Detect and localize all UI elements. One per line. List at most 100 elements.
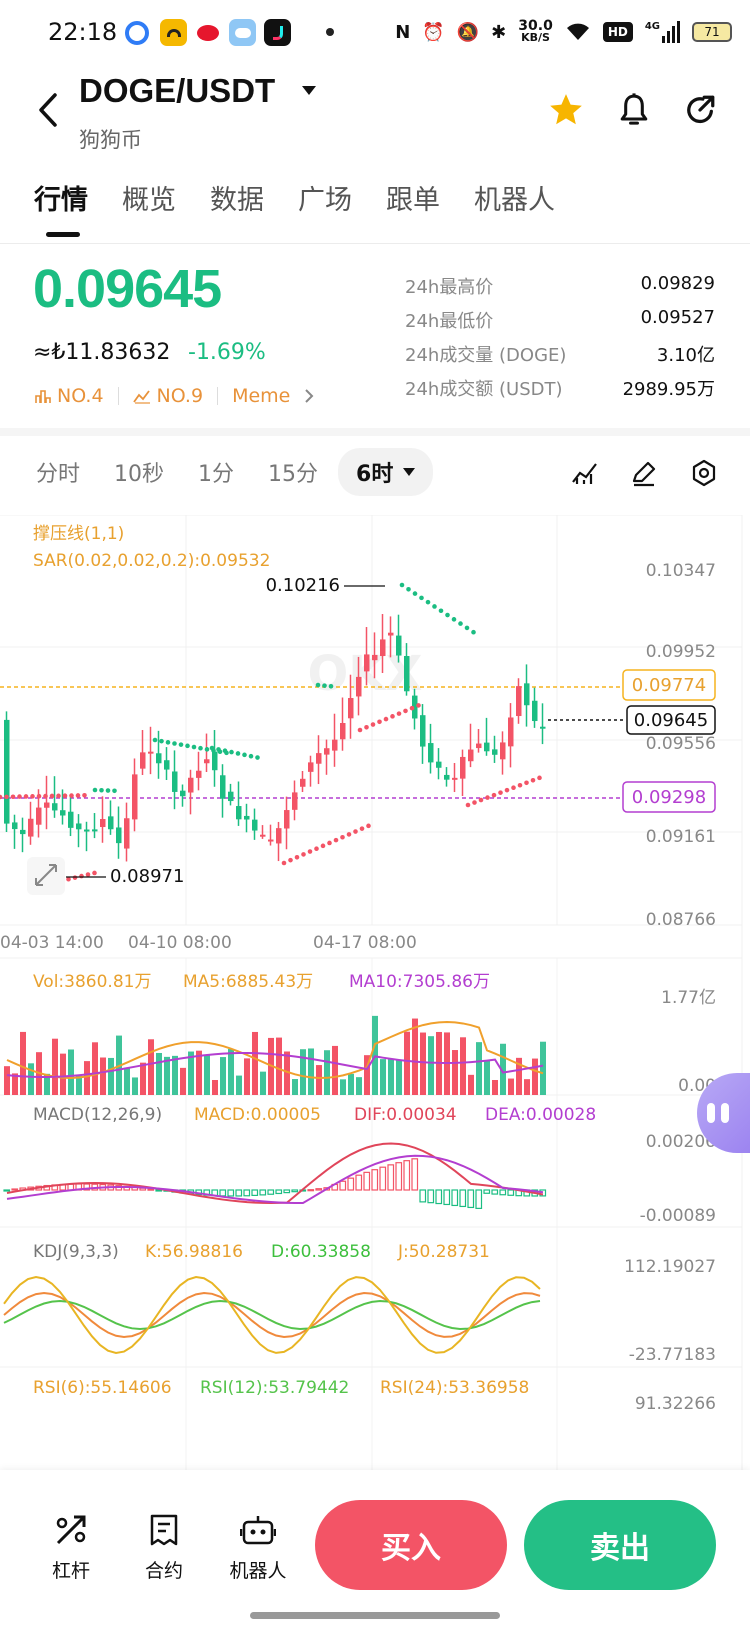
candle-body: [132, 774, 138, 820]
meme-tag-link[interactable]: Meme: [232, 385, 314, 407]
sar-dot: [216, 747, 221, 752]
timeframe-15m[interactable]: 15分: [268, 462, 319, 487]
candle-body: [300, 778, 306, 787]
sar-dot: [198, 745, 203, 751]
low-price-label: 0.08971: [110, 866, 184, 887]
tab-data[interactable]: 数据: [210, 185, 264, 216]
tab-overview[interactable]: 概览: [122, 185, 176, 216]
sar-dot: [320, 843, 326, 849]
candle-body: [396, 635, 402, 656]
indicator-button[interactable]: [568, 456, 602, 490]
price-alert-button[interactable]: [614, 90, 654, 130]
back-button[interactable]: [30, 88, 66, 132]
hd-badge: HD: [602, 22, 633, 42]
leverage-button[interactable]: 杠杆: [36, 1510, 106, 1583]
volume-bar: [68, 1049, 74, 1095]
volume-bar: [420, 1032, 426, 1095]
x-tick: 04-10 08:00: [128, 933, 232, 953]
macd-bar: [403, 1160, 411, 1191]
sar-dot: [327, 840, 332, 846]
sar-dot: [485, 795, 490, 800]
macd-dif-line: [6, 1142, 544, 1205]
contract-button[interactable]: 合约: [129, 1510, 199, 1583]
draw-tool-button[interactable]: [627, 456, 661, 490]
robot-icon: [240, 1516, 276, 1545]
tab-square[interactable]: 广场: [298, 185, 352, 216]
macd-bar: [483, 1189, 491, 1194]
caret-down-icon: [403, 468, 416, 476]
volume-bar: [508, 1078, 514, 1095]
candle-body: [324, 748, 330, 755]
candle-body: [404, 656, 410, 692]
macd-bar: [387, 1164, 395, 1191]
share-button[interactable]: [680, 90, 720, 130]
timeframe-selector: 分时 10秒 1分 15分 6时: [36, 448, 467, 496]
candlestick-series: [4, 614, 546, 862]
macd-bar: [219, 1189, 227, 1197]
status-icons: N ⏰ 🔕 ✱ 30.0 KB/S HD 4G 71: [395, 17, 732, 47]
section-separator: [0, 428, 750, 436]
favorite-star-button[interactable]: [546, 90, 586, 130]
support-price-tag[interactable]: [622, 781, 716, 813]
tab-copy-trading[interactable]: 跟单: [386, 185, 440, 216]
macd-bar: [155, 1189, 163, 1192]
sar-dot: [314, 846, 319, 851]
macd-bar: [435, 1189, 443, 1205]
volume-bar: [332, 1045, 338, 1095]
timeframe-6h[interactable]: 6时: [338, 448, 434, 496]
chart-settings-button[interactable]: [687, 456, 721, 490]
sar-dot: [322, 683, 327, 688]
sar-dot: [4, 794, 9, 800]
sar-dot: [56, 793, 61, 799]
tab-robot[interactable]: 机器人: [474, 185, 555, 216]
kline-chart[interactable]: OKX 撑压线(1,1) SAR(0.02,0.02,0.2):0.09532 …: [0, 514, 750, 1470]
status-bar: 22:18 N ⏰ 🔕 ✱ 30.0 KB/S HD 4G 71: [0, 0, 750, 66]
macd-bar: [427, 1189, 435, 1204]
volume-bar: [300, 1049, 306, 1095]
sar-dot: [105, 788, 111, 793]
macd-bar: [307, 1189, 315, 1192]
candle-body: [44, 802, 50, 808]
sar-dot: [315, 682, 321, 688]
sar-dot: [471, 629, 476, 635]
resistance-price-tag[interactable]: [622, 669, 716, 701]
sar-dot: [359, 826, 365, 831]
rank-badge-2[interactable]: NO.9: [132, 385, 203, 407]
resistance-price-label: 0.09774: [632, 675, 706, 696]
candle-body: [364, 654, 370, 672]
volume-bar: [244, 1058, 250, 1095]
timeframe-1m[interactable]: 1分: [198, 462, 235, 487]
macd-bar: [147, 1188, 155, 1191]
rank-badge-1[interactable]: NO.4: [35, 385, 104, 407]
home-indicator: [250, 1612, 500, 1619]
candle-body: [532, 700, 538, 722]
sar-dot: [524, 780, 529, 786]
candle-body: [20, 829, 26, 835]
contract-label: 合约: [144, 1560, 183, 1582]
sar-dot: [229, 749, 234, 755]
timeframe-line[interactable]: 分时: [36, 462, 81, 487]
candle-body: [188, 777, 194, 793]
y-tick: 0.09161: [646, 827, 716, 847]
candle-body: [212, 751, 218, 771]
pair-selector[interactable]: DOGE/USDT: [79, 72, 276, 109]
sell-button[interactable]: 卖出: [524, 1500, 716, 1590]
signal-icon: 4G: [645, 21, 680, 43]
sar-dot: [152, 737, 158, 743]
pair-dropdown-caret-icon[interactable]: [302, 86, 316, 95]
volume-ma5-line: [6, 1020, 544, 1079]
sar-dot: [504, 787, 510, 793]
macd-bar: [379, 1166, 387, 1191]
sar-dot: [472, 800, 477, 805]
bell-icon: [620, 93, 648, 125]
sar-dot: [403, 708, 408, 714]
tab-market[interactable]: 行情: [34, 178, 88, 237]
current-price-label: 0.09645: [634, 710, 708, 731]
buy-button[interactable]: 买入: [315, 1500, 507, 1590]
timeframe-10s[interactable]: 10秒: [114, 462, 165, 487]
kdj-d: D:60.33858: [271, 1242, 371, 1262]
candle-body: [460, 756, 466, 779]
robot-button[interactable]: 机器人: [223, 1510, 293, 1583]
candle-body: [316, 753, 322, 764]
expand-chart-button[interactable]: [27, 857, 65, 895]
